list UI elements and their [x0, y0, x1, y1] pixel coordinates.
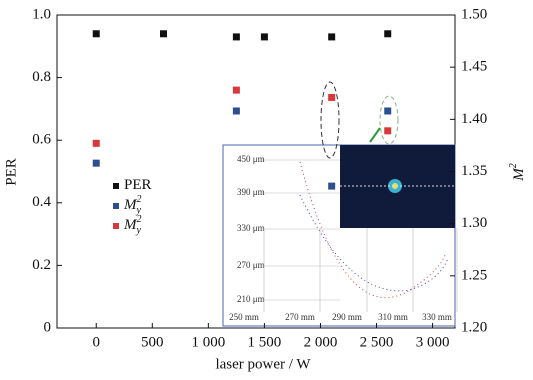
y2-tick-label: 1.35	[461, 163, 487, 179]
legend-swatch	[113, 223, 119, 229]
inset-x-label: 270 mm	[285, 312, 315, 322]
y-tick-label: 1.0	[32, 6, 51, 22]
marker	[93, 160, 100, 167]
marker	[233, 87, 240, 94]
x-tick-label: 500	[141, 334, 164, 350]
marker	[160, 30, 167, 37]
marker	[93, 140, 100, 147]
marker	[328, 94, 335, 101]
inset-y-label: 330 μm	[237, 223, 265, 233]
legend-label: PER	[124, 177, 152, 193]
x-tick-label: 1 500	[248, 334, 282, 350]
inset-y-label: 450 μm	[237, 154, 265, 164]
y-tick-label: 0	[44, 319, 52, 335]
inset-x-label: 290 mm	[332, 312, 362, 322]
y-tick-label: 0.8	[32, 69, 51, 85]
y-tick-label: 0.6	[32, 132, 51, 148]
inset-x-label: 310 mm	[378, 312, 408, 322]
chart: PER laser power / W M2 0 0.2 0.4 0.6 0.8 1.0 1…	[0, 0, 533, 380]
highlight-ellipse	[380, 96, 398, 144]
marker	[384, 30, 391, 37]
legend-swatch	[113, 203, 119, 209]
x-tick-label: 2 500	[360, 334, 394, 350]
marker	[328, 33, 335, 40]
marker	[261, 33, 268, 40]
y2-tick-label: 1.40	[461, 111, 487, 127]
y2-tick-label: 1.30	[461, 215, 487, 231]
y2-tick-label: 1.20	[461, 319, 487, 335]
inset-x-label: 250 mm	[229, 312, 259, 322]
y-tick-label: 0.2	[32, 257, 51, 273]
legend-swatch	[113, 183, 119, 189]
inset-y-label: 210 μm	[237, 294, 265, 304]
marker	[384, 107, 391, 114]
y2-tick-label: 1.50	[461, 6, 487, 22]
x-tick-label: 0	[92, 334, 100, 350]
inset-y-label: 390 μm	[237, 187, 265, 197]
x-tick-label: 3 000	[416, 334, 450, 350]
arrow	[370, 128, 380, 142]
y-axis-label: PER	[3, 158, 19, 186]
marker	[233, 33, 240, 40]
x-axis-label: laser power / W	[215, 356, 311, 372]
x-tick-label: 1 000	[191, 334, 225, 350]
y2-axis-label: M2	[508, 163, 527, 182]
x-tick-label: 2 000	[304, 334, 338, 350]
y2-tick-label: 1.25	[461, 267, 487, 283]
marker	[384, 127, 391, 134]
y2-tick-label: 1.45	[461, 59, 487, 75]
y-tick-label: 0.4	[32, 194, 51, 210]
inset-x-label: 330 mm	[422, 312, 452, 322]
marker	[328, 183, 335, 190]
inset-y-label: 270 μm	[237, 260, 265, 270]
marker	[93, 30, 100, 37]
marker	[233, 107, 240, 114]
